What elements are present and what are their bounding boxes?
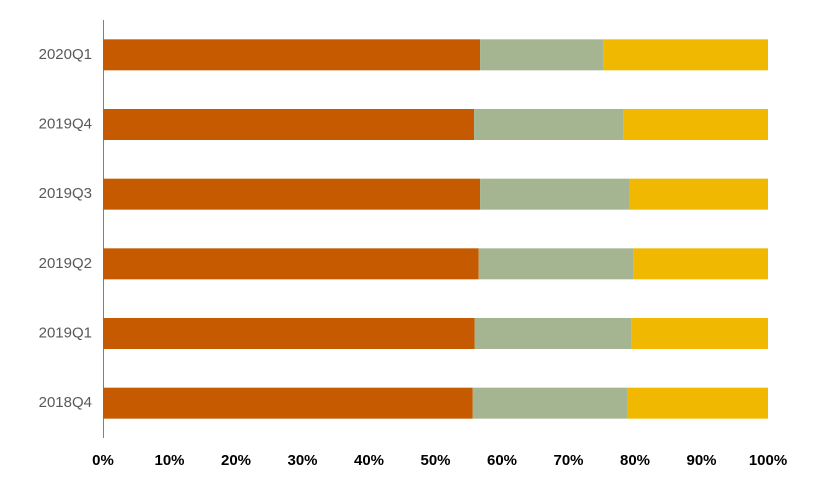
bar-segment [103,178,481,210]
bar-segment [474,318,632,349]
bar-segment [472,387,628,419]
x-tick-label: 90% [686,452,716,469]
y-tick-label: 2019Q1 [39,324,92,341]
bar-segment [103,109,475,140]
x-tick-label: 70% [553,452,583,469]
x-tick-label: 0% [92,452,114,469]
bar-segment [631,318,768,349]
x-tick-label: 50% [420,452,450,469]
bar-segment [103,387,473,419]
y-tick-label: 2019Q2 [39,255,92,272]
bar-segment [623,109,768,140]
bar-segment [633,248,768,280]
x-tick-label: 80% [620,452,650,469]
x-tick-label: 20% [221,452,251,469]
bar-segment [627,387,768,419]
bar-segment [603,39,768,71]
bar-segment [474,109,624,140]
y-tick-label: 2020Q1 [39,46,92,63]
bar-segment [103,39,481,71]
y-tick-label: 2019Q3 [39,185,92,202]
x-tick-label: 40% [354,452,384,469]
x-tick-label: 30% [287,452,317,469]
y-tick-label: 2019Q4 [39,115,92,132]
y-tick-label: 2018Q4 [39,394,92,411]
bar-segment [103,318,475,349]
bar-segment [480,178,630,210]
bar-segment [103,248,479,280]
x-tick-label: 60% [487,452,517,469]
x-tick-label: 10% [154,452,184,469]
bar-segment [480,39,604,71]
x-tick-label: 100% [749,452,787,469]
bar-segment [478,248,634,280]
bar-segment [629,178,768,210]
